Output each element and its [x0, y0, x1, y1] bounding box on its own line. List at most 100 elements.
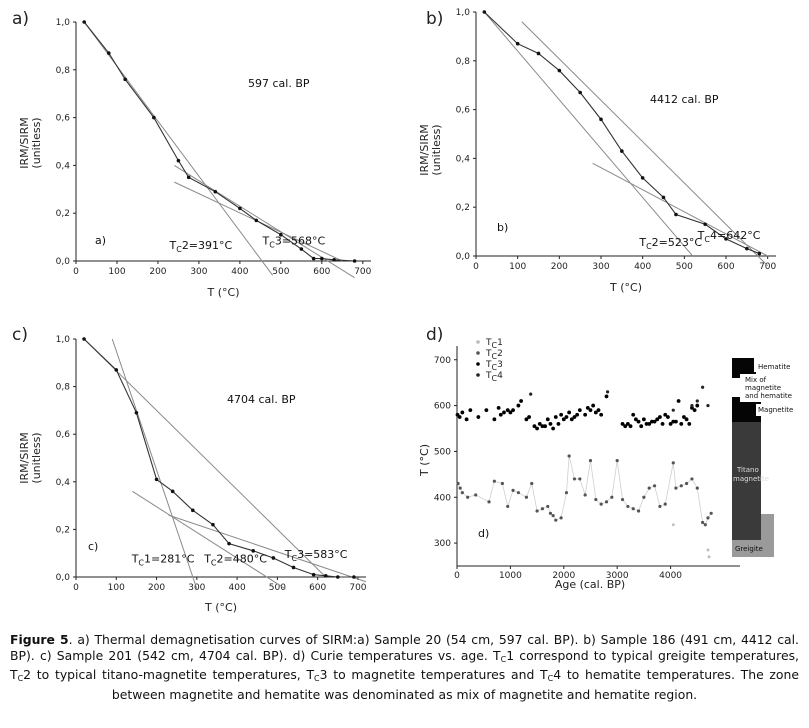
data-point	[211, 522, 215, 527]
y-axis-sublabel: (unitless)	[430, 124, 443, 175]
scatter-point-Tc3	[658, 415, 662, 419]
x-tick-label: 400	[231, 267, 248, 277]
y-tick-label: 0,2	[456, 203, 470, 213]
scatter-point-Tc3	[502, 410, 506, 415]
scatter-point-Tc3	[668, 422, 673, 426]
y-tick-label: 500	[434, 447, 451, 457]
legend-marker-Tc2	[476, 351, 480, 355]
sample-age-title: 597 cal. BP	[248, 77, 310, 90]
scatter-point-Tc2	[652, 484, 657, 488]
y-tick-label: 700	[434, 356, 451, 366]
data-point	[114, 368, 119, 372]
legend-label-Tc1: TC1	[485, 338, 503, 350]
demag-curve-line	[483, 11, 760, 255]
scatter-point-Tc2	[535, 509, 539, 513]
scatter-point-Tc2	[690, 477, 694, 481]
y-tick-label: 0,4	[456, 154, 471, 164]
scatter-point-Tc3	[585, 405, 590, 410]
data-point	[213, 189, 218, 194]
scatter-point-Tc3	[505, 408, 510, 413]
x-tick-label: 700	[354, 267, 371, 277]
caption-sub-4: C	[547, 674, 554, 684]
x-tick-label: 100	[509, 262, 526, 272]
scatter-point-Tc2	[642, 495, 646, 499]
demag-curve-line	[83, 21, 355, 262]
scatter-point-Tc3	[588, 408, 593, 413]
tangent-fit-line	[592, 162, 768, 257]
tangent-fit-line	[132, 490, 286, 590]
scatter-point-Tc4	[701, 385, 705, 389]
scatter-point-Tc3	[519, 399, 523, 403]
curie-temp-annotation: TC1=281°C	[131, 553, 195, 568]
panel-letter: a)	[12, 9, 29, 29]
y-tick-label: 400	[434, 493, 451, 503]
caption-text-3: 2 to typical titano-magnetite temperatur…	[23, 667, 315, 683]
scatter-point-Tc2	[636, 509, 641, 513]
scatter-point-Tc2	[516, 491, 521, 495]
y-tick-label: 0,2	[56, 209, 70, 219]
panel-letter: d)	[426, 325, 443, 345]
data-point	[227, 541, 231, 546]
scatter-point-Tc2	[564, 491, 569, 495]
data-point	[352, 259, 357, 263]
data-point	[599, 117, 603, 122]
scatter-point-Tc2	[604, 500, 609, 504]
data-point	[332, 258, 336, 262]
scatter-point-Tc2	[578, 477, 582, 481]
scatter-point-Tc3	[577, 408, 582, 413]
scatter-point-Tc3	[498, 412, 503, 417]
caption-sub-2: C	[17, 674, 24, 684]
scatter-point-Tc3	[567, 410, 572, 415]
zone-magnetite-label: Magnetite	[758, 406, 793, 414]
scatter-point-Tc3	[695, 403, 700, 408]
x-axis-label: T (°C)	[207, 286, 240, 299]
caption-sub-3: C	[314, 674, 320, 684]
y-tick-label: 0,0	[56, 257, 71, 267]
scatter-point-Tc3	[564, 415, 569, 419]
y-tick-label: 0,8	[56, 383, 71, 393]
data-point	[482, 10, 487, 14]
data-point	[724, 237, 728, 241]
legend-marker-Tc3	[476, 362, 480, 366]
y-tick-label: 300	[434, 539, 451, 549]
y-tick-label: 600	[434, 402, 451, 412]
zone-bar: Hematite Mix of magnetite and hematite M…	[732, 358, 796, 557]
x-tick-label: 600	[313, 267, 330, 277]
scatter-point-Tc3	[551, 426, 556, 431]
scatter-point-Tc3	[641, 417, 646, 422]
caption-figure-label: Figure 5	[10, 632, 69, 647]
zone-hematite-label-bg	[754, 360, 796, 372]
x-tick-label: 100	[108, 267, 125, 277]
scatter-point-Tc3	[572, 415, 577, 419]
scatter-point-Tc2	[583, 493, 587, 497]
scatter-point-Tc3	[468, 408, 473, 413]
scatter-point-Tc2	[524, 495, 529, 499]
data-point	[578, 90, 582, 95]
y-tick-label: 1,0	[56, 18, 71, 28]
x-tick-label: 400	[634, 262, 651, 272]
panel-d-chart: d) 0 1000 2000 3000 4000 300 400 500 600 700 Age (c…	[418, 325, 796, 591]
scatter-point-Tc3	[647, 422, 652, 426]
scatter-point-Tc2	[658, 504, 662, 509]
y-tick-label: 0,2	[56, 525, 70, 535]
x-tick-label: 300	[190, 267, 207, 277]
data-point	[311, 256, 316, 261]
scatter-point-Tc2	[671, 461, 675, 465]
scatter-point-Tc2	[456, 481, 460, 486]
data-point	[703, 222, 707, 227]
data-point	[620, 149, 624, 153]
x-tick-label: 500	[269, 583, 286, 593]
x-tick-label: 700	[759, 262, 776, 272]
y-tick-label: 0,8	[456, 57, 471, 67]
scatter-point-Tc2	[506, 504, 510, 509]
scatter-point-Tc3	[543, 424, 548, 429]
scatter-point-Tc3	[464, 417, 469, 422]
scatter-point-Tc1	[671, 523, 675, 527]
scatter-point-Tc3	[652, 419, 657, 424]
x-tick-label: 600	[717, 262, 734, 272]
scatter-point-Tc3	[671, 419, 676, 424]
x-tick-label: 3000	[606, 571, 629, 581]
scatter-point-Tc2	[572, 477, 577, 481]
zone-magnetite-label-bg	[756, 404, 790, 416]
scatter-point-Tc3	[599, 412, 604, 417]
